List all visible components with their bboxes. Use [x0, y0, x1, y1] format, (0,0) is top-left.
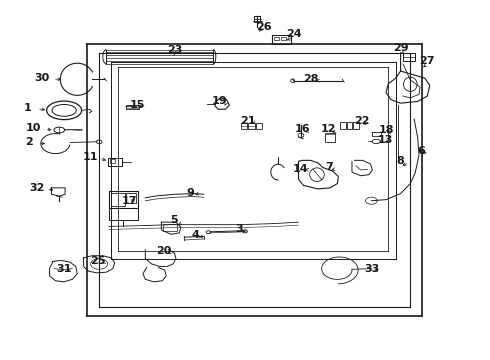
- Bar: [256, 123, 262, 129]
- Text: 12: 12: [321, 124, 336, 134]
- Text: 5: 5: [171, 215, 178, 225]
- Bar: [403, 53, 415, 61]
- Bar: [325, 133, 335, 142]
- Text: 27: 27: [419, 57, 435, 66]
- Text: 7: 7: [325, 162, 333, 172]
- Bar: [241, 123, 247, 129]
- Bar: [248, 123, 255, 129]
- Bar: [110, 159, 115, 163]
- Text: 2: 2: [25, 138, 32, 148]
- Text: 4: 4: [192, 230, 199, 240]
- Bar: [346, 122, 352, 129]
- Text: 22: 22: [354, 116, 369, 126]
- Text: 1: 1: [24, 103, 31, 113]
- Text: 21: 21: [240, 116, 255, 126]
- Text: 25: 25: [91, 256, 106, 266]
- Text: 17: 17: [122, 196, 137, 206]
- Text: 10: 10: [26, 123, 41, 133]
- Text: 24: 24: [286, 29, 301, 39]
- Text: 28: 28: [303, 74, 318, 84]
- Text: 9: 9: [187, 188, 195, 198]
- Bar: [340, 122, 345, 129]
- Text: 18: 18: [378, 125, 394, 135]
- Text: 23: 23: [167, 45, 182, 55]
- Text: 16: 16: [294, 124, 310, 134]
- Bar: [109, 191, 138, 208]
- Bar: [126, 105, 139, 109]
- Text: 31: 31: [56, 264, 72, 274]
- Text: 33: 33: [365, 264, 380, 274]
- Text: 3: 3: [235, 224, 243, 234]
- Text: 26: 26: [256, 22, 271, 32]
- Text: 15: 15: [129, 100, 145, 110]
- Text: 8: 8: [397, 157, 404, 166]
- Text: 20: 20: [156, 246, 171, 256]
- Bar: [353, 122, 359, 129]
- Bar: [126, 193, 136, 203]
- Text: 29: 29: [393, 43, 408, 53]
- Bar: [274, 37, 279, 40]
- Text: 32: 32: [29, 183, 45, 193]
- Bar: [111, 193, 125, 206]
- Bar: [254, 17, 260, 22]
- Text: 13: 13: [377, 135, 392, 145]
- Text: 30: 30: [34, 73, 49, 83]
- Bar: [272, 35, 291, 44]
- Bar: [109, 208, 138, 220]
- Text: 14: 14: [293, 163, 309, 174]
- Bar: [281, 37, 286, 40]
- Bar: [163, 224, 177, 231]
- Text: 19: 19: [212, 96, 227, 106]
- Text: 6: 6: [417, 146, 425, 156]
- Bar: [108, 158, 122, 166]
- Text: 11: 11: [83, 152, 98, 162]
